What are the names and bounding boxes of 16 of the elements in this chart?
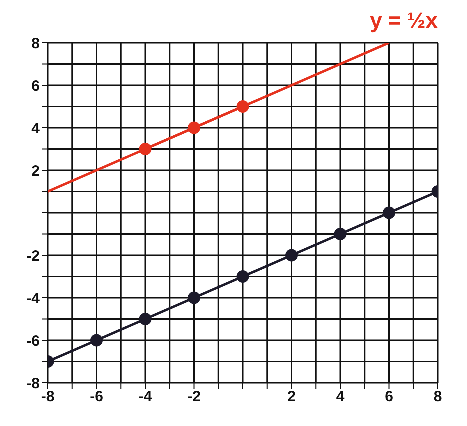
- y-tick-label: -8: [26, 375, 40, 392]
- x-tick-label: -2: [188, 388, 201, 406]
- text: y = ½x: [370, 8, 438, 35]
- x-tick-label: -6: [90, 388, 104, 406]
- y-tick-label: -6: [26, 332, 40, 350]
- x-tick-label: 6: [385, 388, 394, 406]
- y-tick-label: 2: [32, 162, 40, 180]
- x-tick-label: 4: [336, 388, 346, 406]
- y-tick-label: 6: [32, 78, 40, 95]
- y-tick-label: -2: [26, 248, 40, 265]
- y-tick-label: 8: [32, 35, 40, 52]
- y-tick-label: -4: [26, 290, 41, 308]
- x-tick-label: 2: [288, 388, 296, 406]
- x-tick-label: -4: [138, 388, 153, 406]
- y-tick-label: 4: [32, 120, 41, 138]
- x-tick-label: 8: [434, 388, 442, 406]
